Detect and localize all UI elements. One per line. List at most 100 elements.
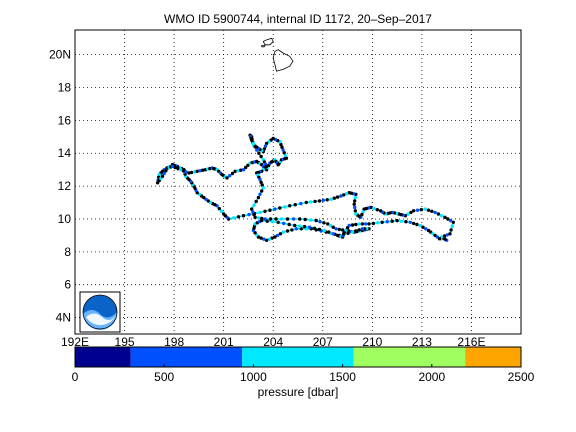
track-point <box>450 224 454 228</box>
track-point <box>251 141 256 146</box>
track-point <box>353 209 357 213</box>
track-point <box>283 153 287 158</box>
track-point <box>331 232 335 236</box>
track-point <box>164 169 168 173</box>
track-point <box>331 225 335 229</box>
x-tick-label: 213 <box>412 335 432 349</box>
track-point <box>352 202 356 206</box>
track-point <box>273 235 277 239</box>
track-point <box>451 220 455 224</box>
y-tick-label: 18 <box>58 81 72 95</box>
track-point <box>411 221 416 226</box>
track-point <box>360 222 365 226</box>
track-point <box>270 236 274 240</box>
track-point <box>251 210 255 214</box>
track-point <box>409 210 413 215</box>
track-point <box>327 230 331 234</box>
track-point <box>404 220 408 224</box>
colorbar: 0 500 1000 1500 2000 2500 pressure [dbar] <box>72 346 535 399</box>
track-point <box>241 214 246 218</box>
track-point <box>360 212 364 217</box>
track-point <box>353 195 357 200</box>
track-point <box>395 218 399 223</box>
track-point <box>436 212 441 216</box>
track-point <box>274 217 278 221</box>
track-point <box>350 223 355 227</box>
track-point <box>390 219 394 223</box>
track-point <box>281 148 285 152</box>
track-point <box>273 207 277 211</box>
track-point <box>299 227 303 231</box>
track-point <box>342 193 346 197</box>
track-point <box>225 176 229 180</box>
track-point <box>350 230 355 234</box>
track-point <box>367 222 371 226</box>
track-point <box>239 168 243 172</box>
kahoolawe-coastline <box>261 45 266 48</box>
track-point <box>264 141 269 146</box>
track-point <box>280 145 284 149</box>
track-point <box>267 237 272 241</box>
track-point <box>260 189 264 193</box>
y-tick-label: 6 <box>64 278 71 292</box>
track-point <box>321 198 325 202</box>
track-point <box>261 186 265 190</box>
colorbar-tick-label: 1000 <box>240 370 267 384</box>
colorbar-tick-label: 2000 <box>418 370 445 384</box>
track-point <box>258 192 262 196</box>
track-point <box>285 217 290 221</box>
colorbar-tick-labels: 0 500 1000 1500 2000 2500 <box>72 364 535 384</box>
track-point <box>190 170 194 175</box>
track-point <box>288 204 292 208</box>
track-point <box>415 208 420 212</box>
track-point <box>259 180 263 184</box>
track-point <box>346 231 350 235</box>
track-point <box>276 220 280 224</box>
track-point <box>259 236 263 240</box>
track-point <box>257 151 261 155</box>
track-point <box>217 206 221 211</box>
y-tick-label: 12 <box>58 179 72 193</box>
track-point <box>231 216 236 220</box>
track-point <box>360 227 365 231</box>
track-point <box>361 210 365 214</box>
x-tick-label: 198 <box>164 335 184 349</box>
track-point <box>187 171 191 175</box>
track-point <box>353 199 357 203</box>
track-point <box>244 165 248 170</box>
track-point <box>424 227 428 231</box>
track-point <box>192 170 197 174</box>
x-tick-label: 192E <box>61 335 89 349</box>
y-tick-label: 14 <box>58 146 72 160</box>
track-point <box>283 205 287 209</box>
track-point <box>176 166 180 171</box>
track-point <box>354 212 358 216</box>
track-point <box>337 227 341 232</box>
track-point <box>258 177 262 182</box>
colorbar-segments <box>75 347 521 367</box>
track-point <box>222 212 226 216</box>
logo-ring <box>82 294 118 330</box>
track-point <box>254 199 258 204</box>
track-point <box>230 171 235 176</box>
track-point <box>347 223 351 228</box>
track-point <box>170 164 175 169</box>
x-tick-labels: 192E 195 198 201 204 207 210 213 216E <box>61 335 485 349</box>
map-frame <box>74 29 522 335</box>
track-point <box>322 221 326 225</box>
track-point <box>378 209 383 213</box>
track-point <box>285 229 290 233</box>
track-point <box>268 217 273 221</box>
track-point <box>399 219 404 223</box>
track-point <box>184 170 188 174</box>
x-tick-label: 207 <box>313 335 333 349</box>
track-point <box>282 221 286 226</box>
track-point <box>309 218 313 222</box>
track-point <box>173 165 177 170</box>
track-point <box>357 228 361 232</box>
track-point <box>263 209 267 213</box>
track-point <box>278 206 282 210</box>
track-point <box>201 168 205 172</box>
track-point <box>408 220 412 224</box>
hawaii-island-coastline <box>272 49 294 72</box>
